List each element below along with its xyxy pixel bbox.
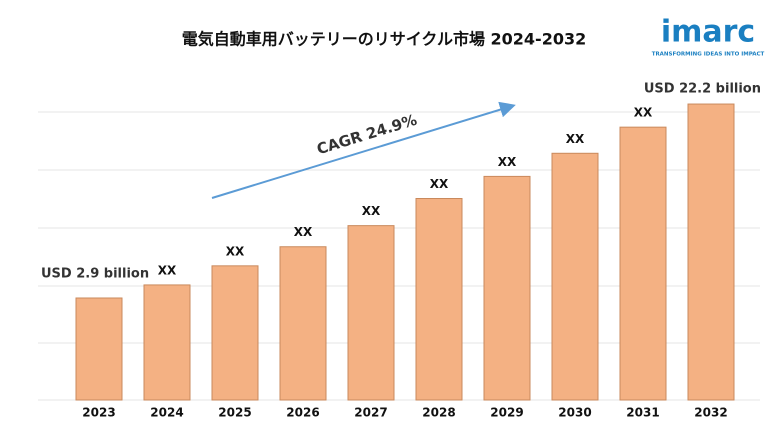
x-tick-label: 2029 (490, 406, 523, 420)
bar (75, 297, 123, 401)
bar (347, 225, 395, 401)
value-label: XX (498, 155, 517, 169)
x-tick-label: 2028 (422, 406, 455, 420)
logo: imarc (661, 15, 755, 50)
value-label: USD 22.2 billion (644, 82, 761, 97)
x-tick-label: 2026 (286, 406, 319, 420)
value-label: XX (634, 106, 653, 120)
bar (483, 175, 531, 401)
value-label: XX (294, 225, 313, 239)
bar (687, 103, 735, 401)
x-tick-label: 2030 (558, 406, 591, 420)
bar (143, 284, 191, 401)
bar (551, 152, 599, 401)
bar (619, 126, 667, 401)
value-label: XX (226, 244, 245, 258)
x-tick-label: 2032 (694, 406, 727, 420)
value-label: XX (362, 204, 381, 218)
x-tick-label: 2031 (626, 406, 659, 420)
bar (279, 246, 327, 401)
value-label: XX (158, 263, 177, 277)
value-label: XX (430, 177, 449, 191)
x-tick-label: 2027 (354, 406, 387, 420)
x-tick-label: 2023 (82, 406, 115, 420)
value-label: USD 2.9 billion (41, 266, 149, 281)
bar (415, 198, 463, 401)
logo-tagline: TRANSFORMING IDEAS INTO IMPACT (652, 52, 765, 58)
bar (211, 265, 259, 401)
chart-title: 電気自動車用バッテリーのリサイクル市場 2024-2032 (182, 30, 586, 49)
cagr-arrow (211, 101, 516, 199)
x-tick-label: 2025 (218, 406, 251, 420)
x-tick-label: 2024 (150, 406, 183, 420)
value-label: XX (566, 132, 585, 146)
